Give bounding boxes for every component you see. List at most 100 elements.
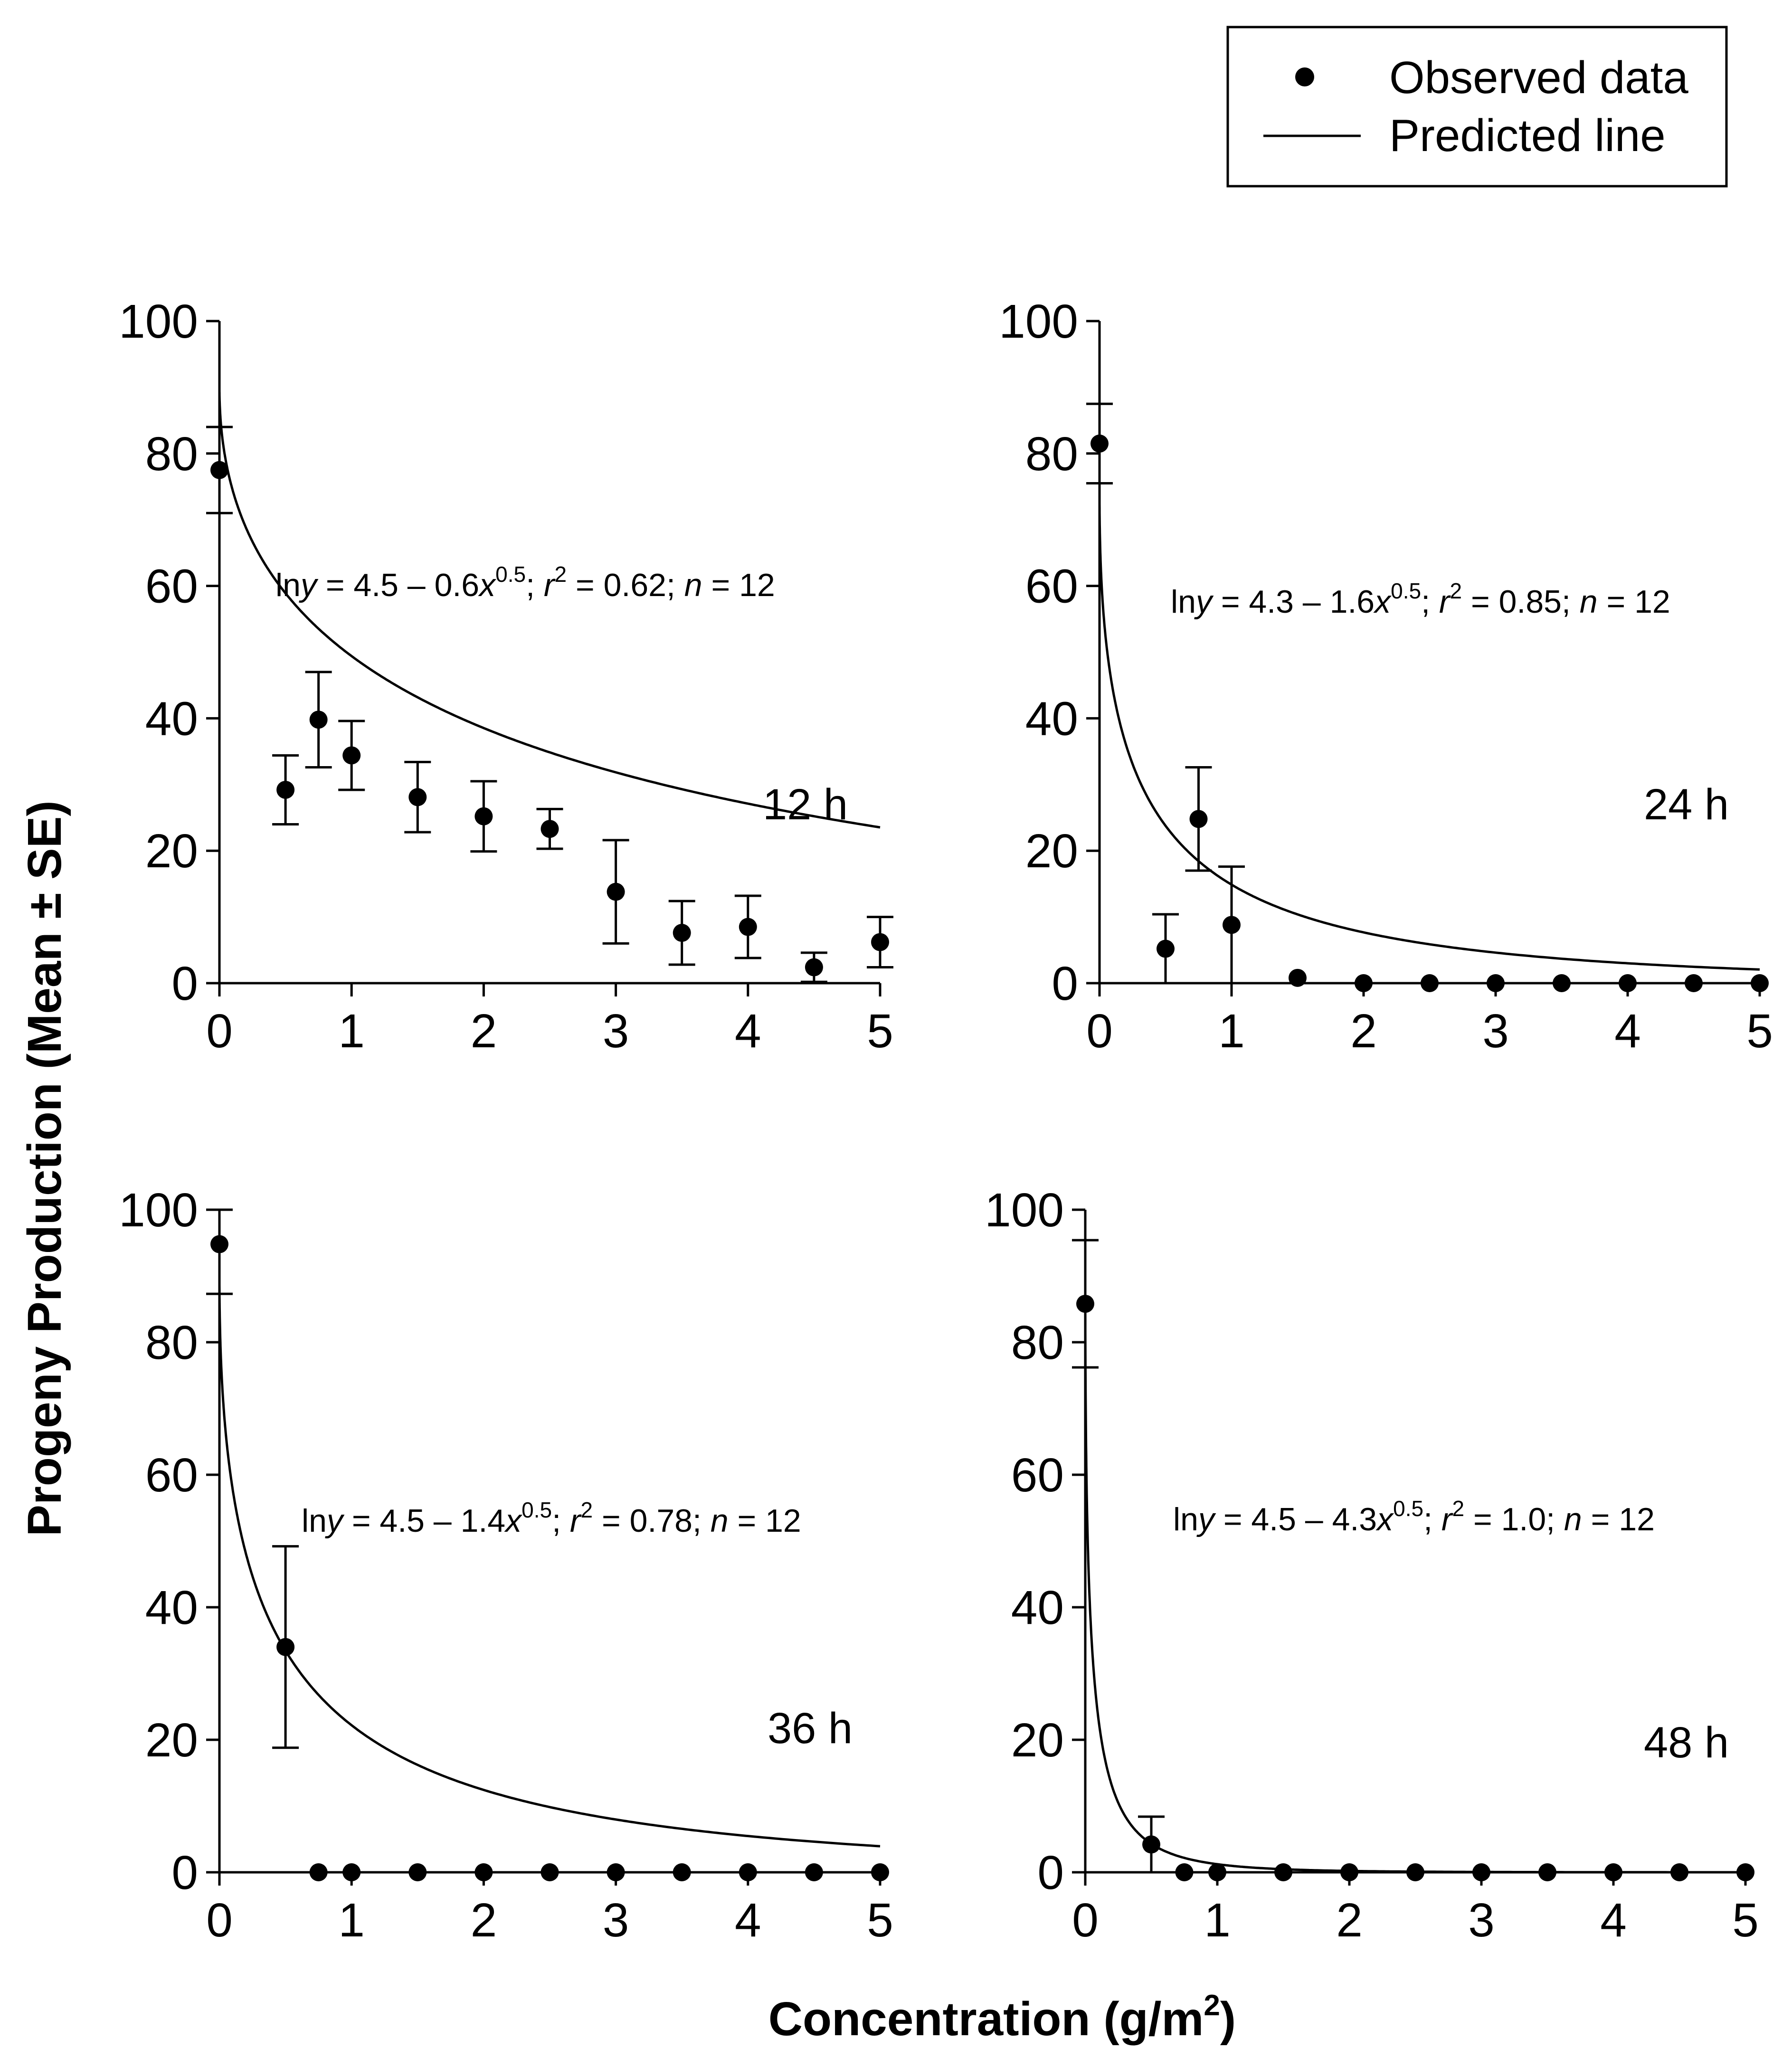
fit-equation-part: = 0.85; [1462,584,1580,620]
x-tick-label: 0 [206,1005,233,1058]
data-point [1142,1835,1160,1854]
data-point [1406,1863,1424,1881]
fit-equation-part: = 4.5 – 0.6 [317,567,479,603]
x-tick-label: 5 [1732,1894,1759,1947]
y-tick-label: 40 [145,692,198,745]
data-point [210,461,228,479]
x-tick-label: 5 [867,1005,893,1058]
y-tick-label: 40 [145,1581,198,1634]
fit-equation-part: n [1580,584,1598,620]
data-point [1289,968,1307,987]
y-tick-label: 80 [1011,1316,1064,1369]
x-tick-label: 2 [471,1894,497,1947]
predicted-line [1084,1276,1745,1874]
data-point [1538,1863,1556,1881]
fit-equation-part: ln [1173,1501,1198,1537]
data-point [1685,974,1703,992]
x-tick-label: 0 [1072,1894,1099,1947]
x-tick-label: 3 [603,1894,629,1947]
data-point [309,1863,328,1881]
data-point [210,1235,228,1253]
x-tick-label: 5 [1746,1005,1773,1058]
panel-12h: 0 20 40 60 80 100 0 1 2 3 4 5 lny = 4.5 – 0.6x0.5; r… [119,295,893,1058]
fit-equation-part: y [1194,584,1214,620]
fit-equation-part: 0.5 [1393,1496,1423,1521]
x-axis-label-end: ) [1220,1992,1236,2046]
y-tick-label: 80 [145,427,198,481]
data-point [309,711,328,729]
fit-equation-part: = 12 [1598,584,1670,620]
x-tick-label: 1 [1204,1894,1231,1947]
legend-box [1226,26,1728,188]
fit-equation-part: = 4.5 – 1.4 [343,1503,505,1539]
legend: Observed data Predicted line [1226,26,1728,188]
fit-equation-part: r [1441,1501,1453,1537]
data-point [276,1638,295,1656]
data-point [1472,1863,1490,1881]
data-point [739,1863,757,1881]
fit-equation-part: ln [1171,584,1196,620]
legend-observed-marker [1295,67,1314,86]
data-point [739,918,757,936]
fit-equation-part: 0.5 [1391,579,1421,603]
fit-equation-part: ln [302,1503,327,1539]
data-point [1553,974,1571,992]
fit-equation-part: 2 [581,1498,593,1522]
data-point [342,1863,361,1881]
x-axis-label-sup: 2 [1204,1989,1220,2022]
data-point [673,924,691,942]
fit-equation-part: = 0.62; [567,567,684,603]
x-tick-label: 2 [1336,1894,1363,1947]
x-tick-label: 5 [867,1894,893,1947]
fit-equation-part: x [1375,1501,1394,1537]
data-point [1751,974,1769,992]
x-tick-label: 4 [1600,1894,1627,1947]
x-tick-label: 3 [603,1005,629,1058]
y-tick-label: 0 [1037,1846,1064,1899]
x-tick-label: 4 [735,1005,761,1058]
y-tick-label: 40 [1025,692,1078,745]
fit-equation-part: 2 [1452,1496,1465,1521]
data-point [474,1863,493,1881]
fit-equation-part: y [1196,1501,1216,1537]
y-tick-label: 60 [1011,1449,1064,1502]
data-point [1340,1863,1358,1881]
predicted-line [218,387,881,829]
predicted-line [218,1276,881,1848]
x-tick-label: 0 [1086,1005,1113,1058]
x-tick-label: 0 [206,1894,233,1947]
x-tick-label: 1 [1218,1005,1245,1058]
data-point [673,1863,691,1881]
fit-equation: lny = 4.5 – 0.6x0.5; r2 = 0.62; n = 12 [275,562,775,603]
data-point [408,788,427,806]
y-tick-label: 0 [1052,957,1078,1010]
data-point [1223,916,1241,934]
legend-predicted-label: Predicted line [1389,110,1666,161]
x-tick-label: 4 [735,1894,761,1947]
legend-observed-label: Observed data [1389,52,1688,103]
x-tick-label: 1 [338,1005,365,1058]
fit-equation-part: n [711,1503,729,1539]
data-point [1175,1863,1194,1881]
data-point [342,746,361,765]
data-point [871,933,889,951]
data-point [1670,1863,1688,1881]
fit-equation-part: = 12 [702,567,775,603]
data-point [1355,974,1373,992]
fit-equation-part: = 0.78; [593,1503,711,1539]
data-point [1736,1863,1754,1881]
panel-label: 36 h [768,1704,853,1753]
x-tick-label: 3 [1482,1005,1509,1058]
x-axis-label: Concentration (g/m2) [768,1989,1236,2046]
predicted-line [1098,495,1760,971]
data-point [540,820,559,838]
data-point [805,1863,823,1881]
y-tick-label: 20 [145,825,198,878]
fit-equation-part: ; [1423,1501,1441,1537]
fit-equation: lny = 4.5 – 1.4x0.5; r2 = 0.78; n = 12 [302,1498,801,1539]
panel-48h: 0 20 40 60 80 100 0 1 2 3 4 5 lny = 4.5 – 4.3x0.5; r… [985,1184,1759,1947]
data-point [805,958,823,977]
y-tick-label: 0 [171,957,198,1010]
fit-equation-part: 0.5 [521,1498,552,1522]
